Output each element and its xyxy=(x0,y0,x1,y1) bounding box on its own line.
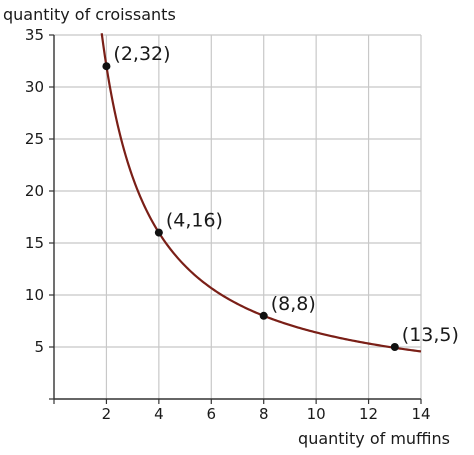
points-layer: (2,32) (4,16) (8,8) (13,5) xyxy=(102,43,459,351)
x-tick-label-2: 2 xyxy=(102,405,112,423)
ticks: 2 4 6 8 10 12 14 5 10 15 20 25 30 35 xyxy=(25,26,431,423)
grid xyxy=(54,34,422,399)
data-point-4 xyxy=(390,343,399,351)
point-label-4: (13,5) xyxy=(402,324,459,346)
y-tick-label-25: 25 xyxy=(25,130,44,148)
x-tick-label-14: 14 xyxy=(411,405,430,423)
data-point-3 xyxy=(259,311,268,320)
point-label-3: (8,8) xyxy=(271,293,316,315)
y-tick-label-10: 10 xyxy=(25,286,44,304)
x-tick-label-4: 4 xyxy=(154,405,164,423)
y-tick-label-30: 30 xyxy=(25,78,44,96)
data-point-2 xyxy=(154,228,163,237)
point-label-1: (2,32) xyxy=(113,43,170,65)
y-axis-title: quantity of croissants xyxy=(3,5,176,24)
indifference-curve xyxy=(100,33,422,353)
x-tick-label-8: 8 xyxy=(259,405,269,423)
y-tick-label-35: 35 xyxy=(25,26,44,44)
x-tick-label-10: 10 xyxy=(307,405,326,423)
data-point-1 xyxy=(102,62,111,71)
x-axis-title: quantity of muffins xyxy=(298,429,450,448)
y-tick-label-15: 15 xyxy=(25,234,44,252)
x-tick-label-12: 12 xyxy=(359,405,378,423)
series-layer xyxy=(100,33,422,353)
point-label-2: (4,16) xyxy=(166,210,223,232)
y-tick-label-20: 20 xyxy=(25,182,44,200)
axes xyxy=(53,35,421,400)
x-tick-label-6: 6 xyxy=(207,405,217,423)
y-tick-label-5: 5 xyxy=(34,338,44,356)
